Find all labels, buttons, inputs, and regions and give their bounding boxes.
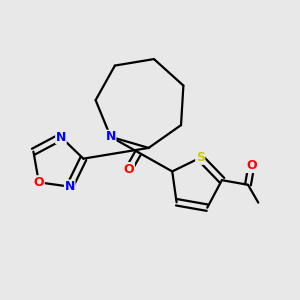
Text: O: O <box>34 176 44 189</box>
Text: O: O <box>246 159 256 172</box>
Text: N: N <box>56 130 66 143</box>
Text: N: N <box>105 130 116 143</box>
Text: S: S <box>196 151 205 164</box>
Text: N: N <box>64 180 75 193</box>
Text: O: O <box>124 163 134 176</box>
